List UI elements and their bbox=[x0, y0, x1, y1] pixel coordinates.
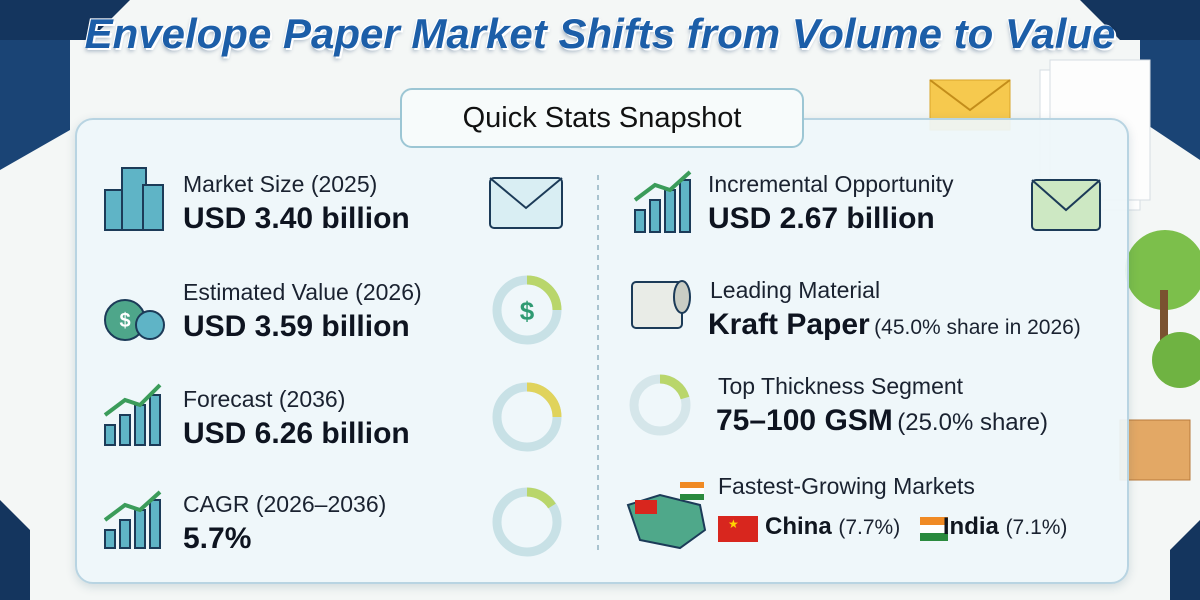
market-name: India bbox=[942, 513, 999, 540]
stat-label: Top Thickness Segment bbox=[718, 373, 964, 399]
stat-label: Estimated Value (2026) bbox=[183, 279, 422, 305]
svg-text:★: ★ bbox=[728, 517, 739, 531]
stat-value-row: Kraft Paper (45.0% share in 2026) bbox=[708, 308, 1081, 342]
market-share: (7.1%) bbox=[1005, 516, 1068, 539]
panel-title: Quick Stats Snapshot bbox=[400, 88, 804, 148]
stat-value: Kraft Paper bbox=[708, 308, 870, 341]
stat-value: USD 2.67 billion bbox=[708, 202, 935, 235]
stat-value: USD 3.59 billion bbox=[183, 310, 410, 343]
stat-note: (45.0% share in 2026) bbox=[874, 316, 1081, 339]
stat-value: 75–100 GSM bbox=[716, 404, 893, 437]
stat-label: Leading Material bbox=[710, 277, 881, 303]
stat-value: USD 3.40 billion bbox=[183, 202, 410, 235]
stat-label: Market Size (2025) bbox=[183, 171, 378, 197]
market-name: China bbox=[765, 513, 832, 540]
svg-text:$: $ bbox=[119, 310, 130, 332]
stat-note: (25.0% share) bbox=[897, 409, 1048, 436]
stat-label: Forecast (2036) bbox=[183, 386, 346, 412]
title: Envelope Paper Market Shifts from Volume… bbox=[84, 10, 1116, 57]
market-row: China (7.7%) India (7.1%) bbox=[765, 513, 1067, 541]
svg-text:$: $ bbox=[520, 296, 535, 326]
stat-label: Fastest-Growing Markets bbox=[718, 473, 975, 499]
stat-value: USD 6.26 billion bbox=[183, 417, 410, 450]
market-share: (7.7%) bbox=[838, 516, 901, 539]
stat-label: Incremental Opportunity bbox=[708, 171, 953, 198]
stat-label: CAGR (2026–2036) bbox=[183, 491, 387, 517]
stat-value-row: 75–100 GSM (25.0% share) bbox=[716, 404, 1048, 438]
stat-value: 5.7% bbox=[183, 522, 252, 555]
stat-label-text: Incremental Opportunity bbox=[708, 171, 954, 197]
